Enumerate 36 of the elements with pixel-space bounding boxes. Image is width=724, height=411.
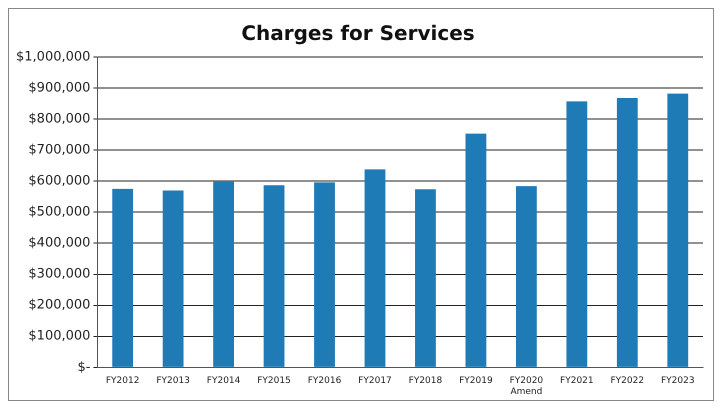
bar: [364, 169, 386, 367]
bar: [566, 101, 588, 367]
bar: [516, 186, 537, 367]
bar: [213, 182, 234, 367]
bar: [314, 182, 335, 367]
y-tick-label: $600,000: [28, 174, 90, 189]
bar: [616, 98, 638, 367]
bar: [162, 190, 184, 367]
y-tick-label: $700,000: [28, 142, 90, 158]
y-tick-label: $1,000,000: [16, 49, 90, 64]
x-tick-label: FY2021: [560, 376, 594, 386]
bar: [112, 188, 134, 367]
x-tick-label: FY2017: [358, 376, 392, 386]
x-tick-label: FY2016: [308, 376, 342, 386]
x-tick-label: FY2018: [408, 376, 443, 386]
x-tick-label: FY2014: [206, 376, 241, 386]
y-tick-label: $-: [77, 360, 91, 375]
y-tick-label: $800,000: [28, 111, 90, 126]
y-tick-label: $500,000: [28, 204, 90, 220]
bar: [466, 134, 486, 367]
y-tick-label: $300,000: [28, 266, 90, 282]
bar: [264, 185, 284, 367]
y-tick-label: $100,000: [28, 328, 90, 344]
y-tick-label: $200,000: [28, 298, 90, 313]
x-tick-label: FY2012: [106, 376, 140, 386]
y-tick-label: $900,000: [28, 80, 90, 96]
y-tick-label: $400,000: [28, 236, 90, 251]
x-tick-label: FY2022: [610, 376, 644, 386]
x-tick-label: FY2015: [257, 376, 291, 386]
bar: [667, 94, 688, 367]
x-tick-label: FY2023: [660, 376, 695, 386]
x-tick-label: FY2019: [459, 376, 493, 386]
chart-title: Charges for Services: [241, 21, 475, 46]
bar: [415, 189, 436, 367]
x-tick-label: FY2013: [156, 376, 190, 386]
x-tick-label: FY2020 Amend: [510, 376, 544, 397]
